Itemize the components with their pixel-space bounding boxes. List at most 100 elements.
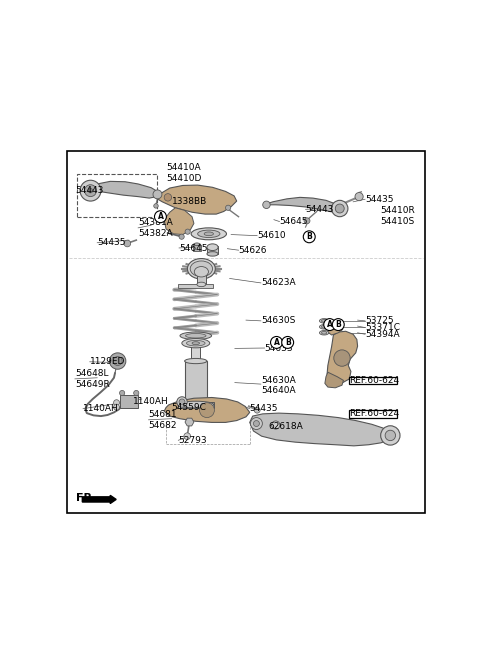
Text: 1129ED: 1129ED [90,358,125,366]
Bar [207,247,218,254]
Circle shape [304,218,310,224]
Text: A: A [157,212,163,221]
Ellipse shape [320,319,329,323]
Bar [192,346,200,378]
Circle shape [109,353,126,369]
Circle shape [226,205,231,211]
Ellipse shape [322,325,327,328]
Circle shape [153,190,162,199]
Circle shape [114,400,120,405]
Bar [348,410,397,418]
Text: 54435: 54435 [97,238,126,247]
Polygon shape [327,331,358,382]
Polygon shape [328,325,343,335]
Circle shape [282,337,294,348]
Text: 62618A: 62618A [268,422,303,431]
Ellipse shape [194,266,208,277]
Ellipse shape [185,358,207,363]
Ellipse shape [322,331,327,334]
Bar [77,174,156,216]
Circle shape [155,211,167,222]
Text: 54381A
54382A: 54381A 54382A [138,218,173,237]
Text: 54559C: 54559C [171,403,206,412]
Text: B: B [306,232,312,241]
Text: REF.60-624: REF.60-624 [349,409,399,419]
Ellipse shape [187,258,216,279]
Text: 1338BB: 1338BB [172,197,207,205]
Text: 53725: 53725 [365,316,394,325]
Circle shape [271,337,282,348]
Circle shape [179,234,184,239]
Bar [185,361,207,405]
Text: 54410A
54410D: 54410A 54410D [166,163,202,182]
Text: 54630A
54640A: 54630A 54640A [261,375,296,395]
Text: 53371C: 53371C [365,323,400,332]
Text: 54645: 54645 [179,244,207,253]
Circle shape [164,194,172,201]
Text: 54630S: 54630S [261,316,295,325]
Polygon shape [264,197,342,213]
Circle shape [332,200,348,216]
Text: 52793: 52793 [178,436,207,445]
Ellipse shape [197,282,206,287]
Circle shape [179,399,185,405]
Circle shape [114,404,120,410]
Circle shape [154,203,158,208]
Circle shape [332,319,344,331]
Ellipse shape [178,401,214,408]
Ellipse shape [192,342,200,344]
Circle shape [251,418,263,430]
Circle shape [113,357,122,365]
Text: REF.60-624: REF.60-624 [349,376,399,385]
Circle shape [263,201,270,209]
Circle shape [303,231,315,243]
FancyArrow shape [83,495,116,504]
Circle shape [335,204,344,213]
Ellipse shape [207,244,218,251]
Circle shape [80,180,101,201]
Ellipse shape [186,333,206,338]
Polygon shape [250,413,392,446]
Text: A: A [327,320,333,329]
Circle shape [381,426,400,445]
Ellipse shape [198,230,220,237]
Text: 54394A: 54394A [365,330,400,338]
Text: B: B [285,338,290,347]
Ellipse shape [190,261,213,277]
Circle shape [385,430,396,441]
Ellipse shape [322,319,327,322]
Text: 54435: 54435 [365,195,394,204]
Bar [348,377,397,384]
Ellipse shape [180,332,212,339]
Circle shape [334,350,350,366]
Circle shape [133,390,139,396]
Bar [178,284,213,288]
Ellipse shape [207,252,218,256]
Circle shape [324,319,336,331]
Polygon shape [164,208,194,235]
Bar [178,402,214,407]
Ellipse shape [320,325,329,329]
Ellipse shape [204,232,214,236]
Text: 54443: 54443 [76,186,104,195]
Ellipse shape [193,243,201,249]
Text: 54648L
54649R: 54648L 54649R [75,369,109,388]
Circle shape [184,433,191,440]
Circle shape [253,420,259,426]
Polygon shape [164,398,250,422]
Ellipse shape [186,340,205,346]
Circle shape [185,229,190,234]
Bar [193,245,201,251]
Text: 54435: 54435 [250,404,278,413]
Text: 54443: 54443 [305,205,334,214]
Ellipse shape [191,228,227,239]
Polygon shape [156,185,237,214]
Text: B: B [336,320,341,329]
Polygon shape [185,418,194,426]
Text: 54645: 54645 [279,217,308,226]
Circle shape [254,407,260,413]
Circle shape [88,188,93,193]
Text: 54681
54682: 54681 54682 [148,410,177,430]
Circle shape [120,390,125,396]
Bar [120,395,138,408]
